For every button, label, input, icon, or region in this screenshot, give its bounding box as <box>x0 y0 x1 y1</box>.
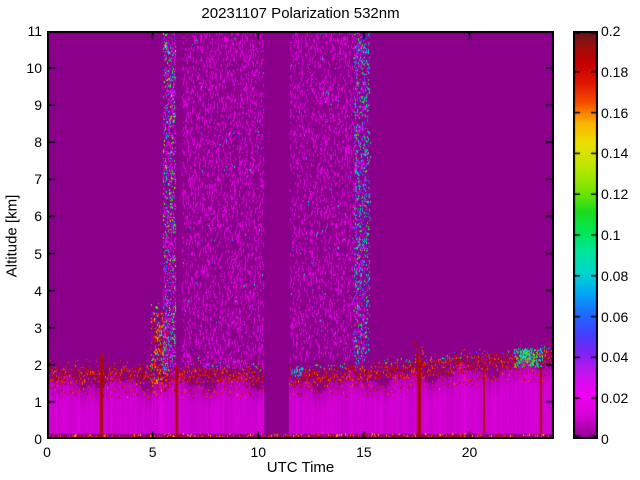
y-tick-label: 7 <box>34 171 42 188</box>
y-tick-label: 9 <box>34 97 42 114</box>
colorbar-canvas <box>573 31 598 439</box>
colorbar-tick-label: 0.12 <box>601 186 629 203</box>
colorbar-tick-label: 0.2 <box>601 23 621 39</box>
colorbar-tick-label: 0.06 <box>601 308 629 325</box>
y-tick-label: 2 <box>34 356 42 373</box>
y-tick-label: 5 <box>34 245 42 262</box>
colorbar-tick-label: 0.14 <box>601 145 629 162</box>
x-tick-label: 20 <box>461 444 478 460</box>
y-tick-label: 6 <box>34 208 42 225</box>
y-tick-label: 8 <box>34 134 42 151</box>
colorbar-tick-label: 0.18 <box>601 63 629 80</box>
y-tick-label: 0 <box>34 431 42 447</box>
y-tick-label: 1 <box>34 393 42 410</box>
colorbar-tick-label: 0.1 <box>601 227 621 243</box>
y-tick-label: 10 <box>26 60 42 77</box>
colorbar-tick-label: 0 <box>601 431 609 447</box>
y-tick-label: 11 <box>27 23 42 39</box>
y-tick-label: 4 <box>34 282 42 299</box>
x-axis-label: UTC Time <box>266 459 335 476</box>
x-tick-label: 0 <box>43 444 51 460</box>
x-tick-label: 10 <box>250 444 267 460</box>
chart-title: 20231107 Polarization 532nm <box>201 5 400 22</box>
x-tick-label: 5 <box>148 444 157 460</box>
colorbar-tick-label: 0.16 <box>601 104 629 121</box>
colorbar-tick-label: 0.02 <box>601 390 629 407</box>
colorbar-tick-label: 0.08 <box>601 267 629 284</box>
heatmap-canvas <box>47 31 554 439</box>
y-tick-label: 3 <box>34 319 42 336</box>
x-tick-label: 15 <box>356 444 372 460</box>
colorbar-tick-label: 0.04 <box>601 349 629 366</box>
